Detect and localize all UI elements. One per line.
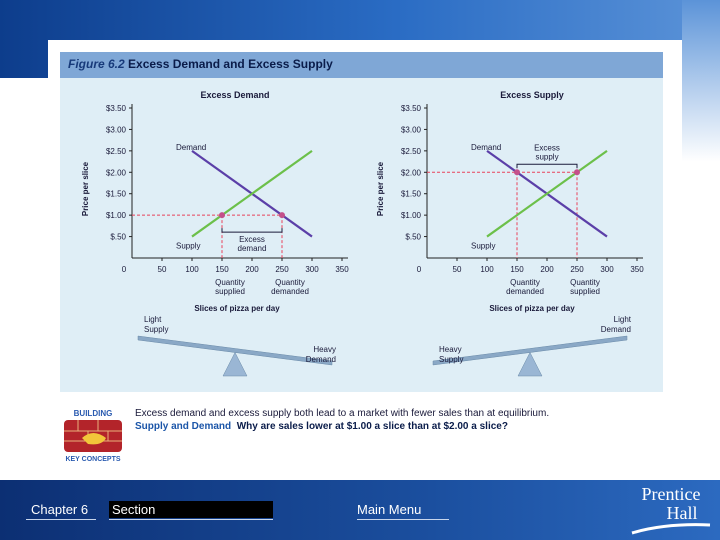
excess-supply-y-tick-label: $1.00 [401, 211, 422, 220]
chapter-link[interactable]: Chapter 6 [31, 502, 89, 517]
logo-line-2: Hall [666, 503, 698, 523]
excess-supply-data-point [514, 169, 520, 176]
excess-supply-y-tick-label: $2.00 [401, 168, 422, 177]
excess-demand-x-tick-label: 100 [185, 265, 199, 274]
excess-supply-scale-right-label: Light [614, 315, 632, 324]
section-link[interactable]: Section [112, 502, 156, 517]
chapter-underline [26, 519, 96, 520]
excess-demand-scale-beam-icon [137, 335, 333, 366]
excess-demand-supply-line [191, 149, 313, 238]
excess-supply-x-tick-label: 250 [570, 265, 584, 274]
excess-demand-y-tick-label: $.50 [110, 233, 126, 242]
excess-supply-x-tick-label: 200 [540, 265, 554, 274]
logo-swoosh-icon [631, 523, 711, 535]
excess-supply-chart-title: Excess Supply [500, 90, 564, 100]
figure-panel [60, 52, 663, 392]
excess-demand-x-tick-label: 350 [335, 265, 349, 274]
excess-supply-bracket-label: Excess [534, 143, 560, 152]
excess-demand-x-tick-label: 0 [122, 265, 127, 274]
section-underline [109, 519, 273, 520]
excess-demand-scale-right-label: Heavy [313, 345, 336, 354]
excess-demand-quantity-label: Quantity [215, 278, 245, 287]
badge-top-text: BUILDING [74, 409, 113, 418]
building-key-concepts-badge: BUILDING KEY CONCEPTS [58, 404, 128, 464]
excess-demand-demand-label: Demand [176, 143, 206, 152]
excess-demand-data-point [279, 212, 285, 219]
excess-supply-bracket-label: supply [535, 152, 558, 161]
section-button-bg [109, 501, 273, 518]
caption-topic: Supply and Demand [135, 421, 232, 432]
excess-demand-y-axis-label: Price per slice [81, 161, 90, 216]
excess-demand-bracket-label: demand [238, 244, 267, 253]
excess-supply-x-tick-label: 50 [453, 265, 462, 274]
excess-supply-x-tick-label: 300 [600, 265, 614, 274]
excess-supply-quantity-label: demanded [506, 287, 544, 296]
excess-demand-x-tick-label: 50 [158, 265, 167, 274]
excess-supply-demand-label: Demand [471, 143, 501, 152]
excess-demand-y-tick-label: $1.50 [106, 190, 127, 199]
excess-supply-data-point [574, 169, 580, 176]
excess-supply-y-tick-label: $.50 [405, 233, 421, 242]
excess-demand-x-tick-label: 300 [305, 265, 319, 274]
excess-demand-y-tick-label: $2.00 [106, 168, 127, 177]
excess-supply-x-tick-label: 350 [630, 265, 644, 274]
excess-supply-supply-label: Supply [471, 242, 495, 251]
excess-demand-y-tick-label: $3.00 [106, 125, 127, 134]
excess-demand-y-tick-label: $2.50 [106, 147, 127, 156]
main-menu-underline [357, 519, 449, 520]
excess-demand-quantity-label: demanded [271, 287, 309, 296]
excess-supply-x-tick-label: 150 [510, 265, 524, 274]
excess-supply-y-tick-label: $3.00 [401, 125, 422, 134]
excess-demand-x-tick-label: 150 [215, 265, 229, 274]
figure-title: Figure 6.2 Excess Demand and Excess Supp… [68, 57, 333, 71]
excess-demand-bracket-label: Excess [239, 235, 265, 244]
excess-supply-scale-fulcrum-icon [517, 351, 543, 377]
excess-supply-scale-left-label: Supply [439, 355, 463, 364]
excess-demand-chart-title: Excess Demand [200, 90, 269, 100]
excess-demand-scale-right-label: Demand [306, 355, 336, 364]
caption-line-2: Supply and Demand Why are sales lower at… [135, 421, 508, 432]
excess-supply-x-tick-label: 100 [480, 265, 494, 274]
caption-line-1: Excess demand and excess supply both lea… [135, 408, 550, 419]
prentice-hall-logo: Prentice Hall [626, 485, 716, 535]
excess-demand-supply-label: Supply [176, 242, 200, 251]
excess-supply-quantity-label: Quantity [510, 278, 540, 287]
excess-supply-x-tick-label: 0 [417, 265, 422, 274]
excess-supply-scale-beam-icon [432, 335, 628, 366]
excess-supply-y-axis-label: Price per slice [376, 161, 385, 216]
main-menu-link[interactable]: Main Menu [357, 502, 422, 517]
excess-demand-y-tick-label: $3.50 [106, 104, 127, 113]
key-icon [82, 433, 106, 445]
excess-supply-y-tick-label: $2.50 [401, 147, 422, 156]
excess-demand-scale-left-label: Supply [144, 325, 168, 334]
excess-demand-quantity-label: Quantity [275, 278, 305, 287]
logo-line-1: Prentice [641, 484, 701, 504]
excess-supply-supply-line [486, 149, 608, 238]
excess-demand-bracket [221, 228, 283, 233]
excess-demand-y-tick-label: $1.00 [106, 211, 127, 220]
excess-demand-data-point [219, 212, 225, 219]
excess-demand-scale-fulcrum-icon [222, 351, 248, 377]
excess-demand-x-axis-label: Slices of pizza per day [194, 304, 280, 313]
caption-question: Why are sales lower at $1.00 a slice tha… [236, 421, 508, 432]
excess-demand-x-tick-label: 200 [245, 265, 259, 274]
excess-supply-scale-left-label: Heavy [439, 345, 462, 354]
excess-supply-x-axis-label: Slices of pizza per day [489, 304, 575, 313]
excess-demand-scale-left-label: Light [144, 315, 162, 324]
excess-supply-quantity-label: supplied [570, 287, 600, 296]
figure-title-bar [60, 52, 663, 78]
excess-demand-x-tick-label: 250 [275, 265, 289, 274]
excess-demand-quantity-label: supplied [215, 287, 245, 296]
excess-supply-quantity-label: Quantity [570, 278, 600, 287]
figure-number: Figure 6.2 [68, 57, 125, 71]
excess-supply-y-tick-label: $1.50 [401, 190, 422, 199]
side-background [682, 0, 720, 540]
figure-title-text: Excess Demand and Excess Supply [128, 57, 333, 71]
badge-bottom-text: KEY CONCEPTS [65, 456, 120, 463]
excess-supply-y-tick-label: $3.50 [401, 104, 422, 113]
excess-supply-scale-right-label: Demand [601, 325, 631, 334]
excess-supply-bracket [516, 163, 578, 169]
